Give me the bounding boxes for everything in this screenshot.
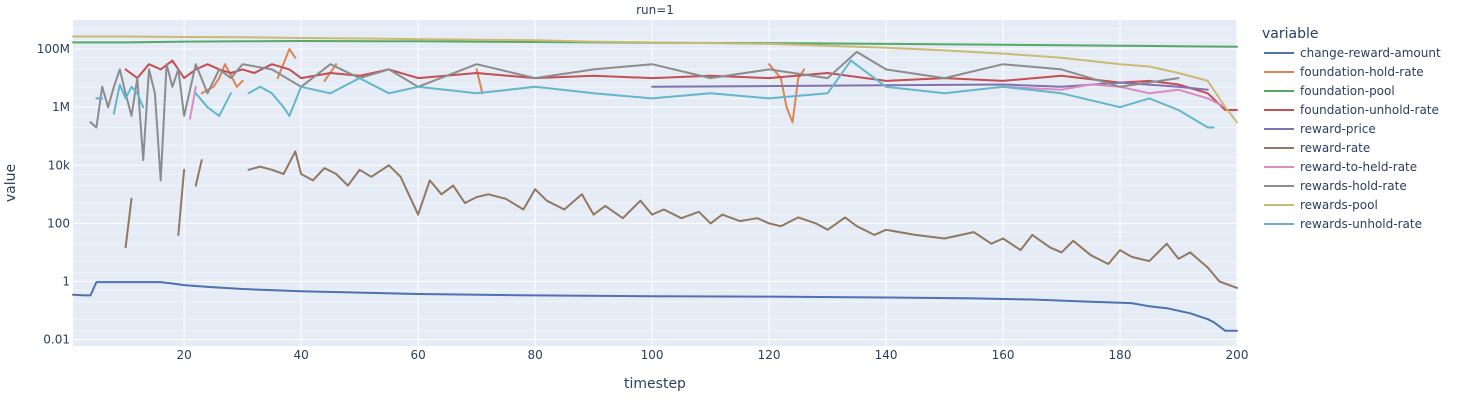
legend-label: rewards-pool (1300, 198, 1378, 212)
legend-item[interactable]: change-reward-amount (1264, 46, 1441, 60)
legend-item[interactable]: foundation-pool (1264, 84, 1395, 98)
x-tick-label: 120 (758, 348, 781, 362)
y-tick-label: 1 (62, 274, 70, 288)
series-line-reward-rate[interactable] (124, 150, 1238, 289)
legend-title: variable (1262, 26, 1318, 42)
legend[interactable]: variable change-reward-amount foundation-… (1262, 26, 1441, 231)
legend-label: reward-to-held-rate (1300, 160, 1417, 174)
legend-label: change-reward-amount (1300, 46, 1441, 60)
x-tick-label: 40 (293, 348, 308, 362)
x-axis-title: timestep (624, 376, 686, 392)
legend-label: reward-rate (1300, 141, 1370, 155)
series-line-rewards-pool[interactable] (72, 35, 1238, 124)
x-tick-label: 60 (410, 348, 425, 362)
x-tick-labels: 20 40 60 80 100 120 140 160 180 200 (176, 348, 1248, 362)
series-layer (72, 35, 1238, 332)
facet-title: run=1 (636, 3, 674, 17)
legend-item[interactable]: foundation-hold-rate (1264, 65, 1424, 79)
x-tick-label: 160 (992, 348, 1015, 362)
y-tick-label: 0.01 (43, 333, 70, 347)
legend-item[interactable]: foundation-unhold-rate (1264, 103, 1439, 117)
x-gridlines (183, 20, 1238, 346)
y-tick-label: 100M (37, 42, 70, 56)
legend-item[interactable]: rewards-unhold-rate (1264, 217, 1422, 231)
series-line-rewards-unhold-rate[interactable] (95, 59, 1215, 129)
legend-label: rewards-unhold-rate (1300, 217, 1422, 231)
x-tick-label: 80 (527, 348, 542, 362)
x-tick-label: 100 (641, 348, 664, 362)
legend-item[interactable]: reward-to-held-rate (1264, 160, 1417, 174)
x-tick-label: 180 (1109, 348, 1132, 362)
y-tick-labels: 0.01 1 100 10k 1M 100M (37, 42, 70, 347)
series-line-reward-to-held-rate[interactable] (189, 83, 1227, 120)
series-line-rewards-hold-rate[interactable] (89, 50, 1180, 182)
y-axis-title: value (3, 164, 19, 202)
x-tick-label: 140 (875, 348, 898, 362)
y-tick-label: 10k (48, 158, 70, 172)
legend-label: foundation-hold-rate (1300, 65, 1424, 79)
legend-label: rewards-hold-rate (1300, 179, 1407, 193)
legend-label: foundation-pool (1300, 84, 1395, 98)
legend-item[interactable]: reward-rate (1264, 141, 1370, 155)
legend-item[interactable]: rewards-hold-rate (1264, 179, 1407, 193)
series-line-change-reward-amount[interactable] (72, 281, 1238, 332)
y-tick-label: 100 (47, 216, 70, 230)
legend-items[interactable]: change-reward-amount foundation-hold-rate… (1264, 46, 1441, 231)
y-tick-label: 1M (52, 100, 70, 114)
legend-label: reward-price (1300, 122, 1376, 136)
plot-background (73, 20, 1237, 346)
legend-item[interactable]: reward-price (1264, 122, 1376, 136)
x-tick-label: 200 (1226, 348, 1249, 362)
x-tick-label: 20 (176, 348, 191, 362)
legend-label: foundation-unhold-rate (1300, 103, 1439, 117)
legend-item[interactable]: rewards-pool (1264, 198, 1378, 212)
